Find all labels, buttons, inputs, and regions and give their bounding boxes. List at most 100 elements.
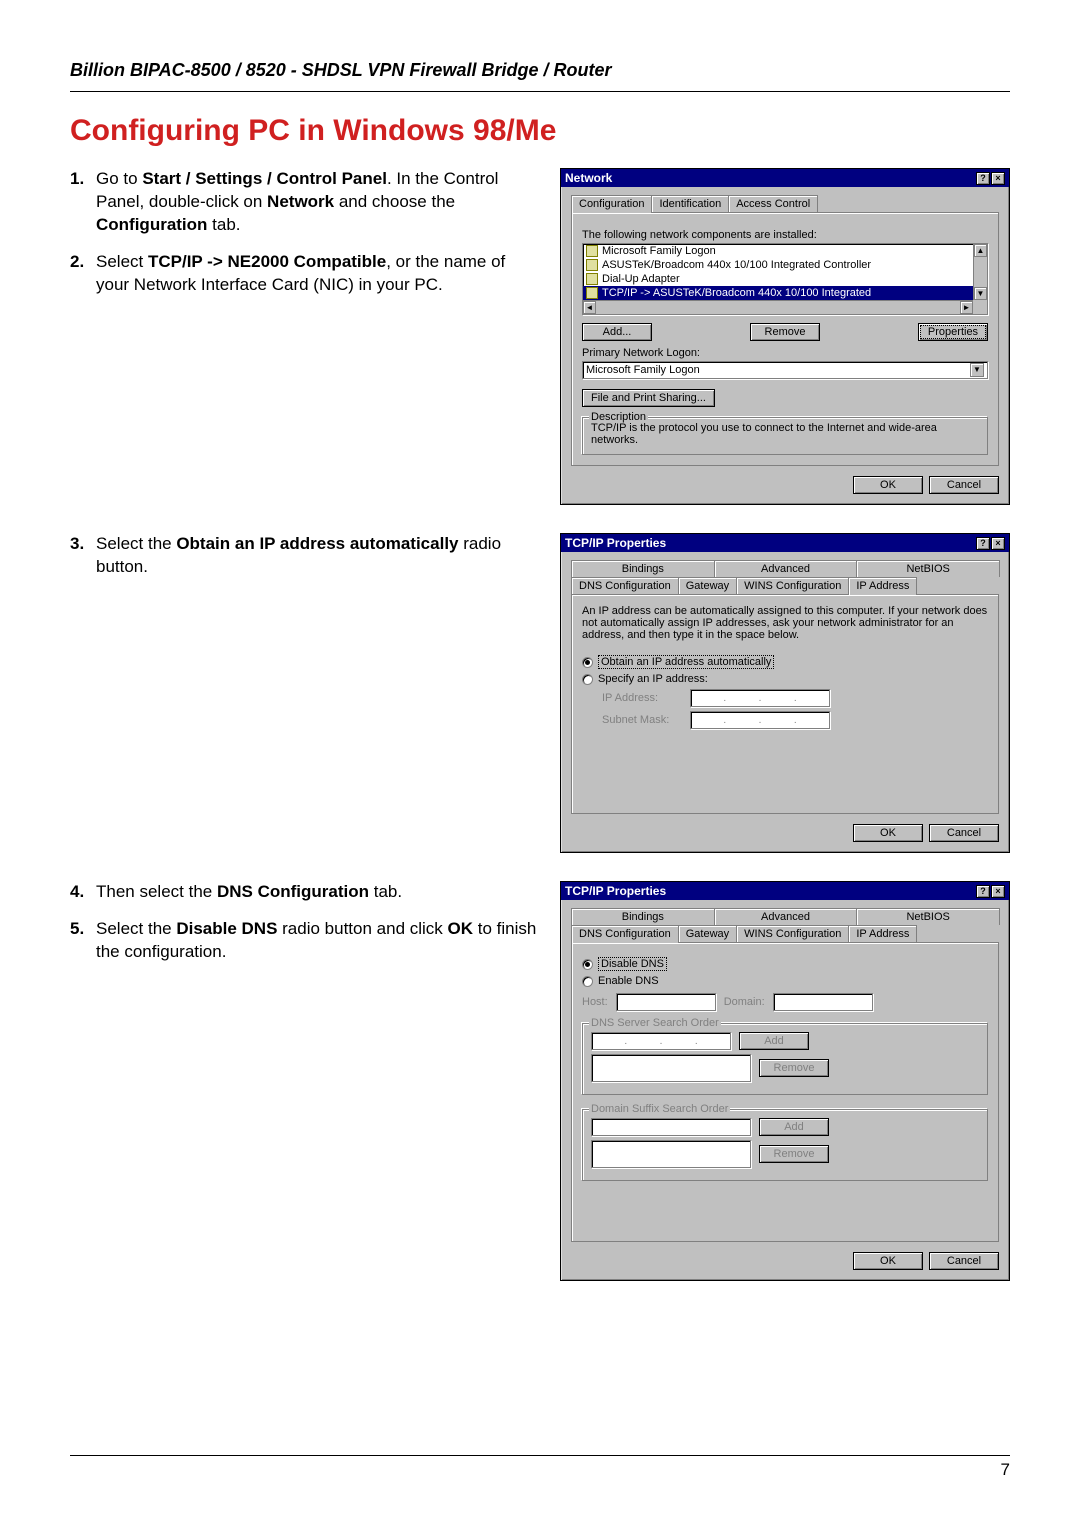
- help-icon[interactable]: ?: [976, 537, 990, 550]
- tcpip-dns-titlebar: TCP/IP Properties ? ×: [561, 882, 1009, 900]
- instructions-block-2: 3. Select the Obtain an IP address autom…: [70, 533, 540, 865]
- radio-off-icon: [582, 976, 593, 987]
- suffix-input: [591, 1118, 751, 1136]
- ip-address-input: ...: [690, 689, 830, 707]
- suffix-add-button: Add: [759, 1118, 829, 1136]
- dns-search-order-label: DNS Server Search Order: [589, 1017, 721, 1029]
- dns-list: [591, 1054, 751, 1082]
- domain-input: [773, 993, 873, 1011]
- scroll-left-icon[interactable]: ◄: [583, 301, 596, 314]
- installed-components-label: The following network components are ins…: [582, 229, 988, 241]
- chevron-down-icon[interactable]: ▼: [970, 363, 984, 377]
- close-icon[interactable]: ×: [991, 172, 1005, 185]
- scrollbar-vertical[interactable]: ▲▼: [973, 244, 987, 300]
- scroll-up-icon[interactable]: ▲: [974, 244, 987, 257]
- tab-ip-address[interactable]: IP Address: [848, 925, 917, 942]
- radio-obtain-auto[interactable]: Obtain an IP address automatically: [582, 655, 988, 669]
- domain-label: Domain:: [724, 996, 765, 1008]
- list-item: Microsoft Family Logon: [583, 244, 987, 258]
- components-list[interactable]: Microsoft Family Logon ASUSTeK/Broadcom …: [582, 243, 988, 315]
- list-item-selected: TCP/IP -> ASUSTeK/Broadcom 440x 10/100 I…: [583, 286, 987, 300]
- tab-netbios[interactable]: NetBIOS: [856, 908, 1000, 925]
- cancel-button[interactable]: Cancel: [929, 824, 999, 842]
- scroll-right-icon[interactable]: ►: [960, 301, 973, 314]
- add-button[interactable]: Add...: [582, 323, 652, 341]
- page-header: Billion BIPAC-8500 / 8520 - SHDSL VPN Fi…: [70, 60, 1010, 92]
- subnet-mask-label: Subnet Mask:: [602, 714, 682, 726]
- step-5: 5. Select the Disable DNS radio button a…: [70, 918, 540, 964]
- tab-bindings[interactable]: Bindings: [571, 908, 715, 925]
- tcpip-dialog-dns: TCP/IP Properties ? × Bindings Advanced …: [560, 881, 1010, 1281]
- tab-advanced[interactable]: Advanced: [714, 908, 858, 925]
- network-titlebar: Network ? ×: [561, 169, 1009, 187]
- radio-specify-ip[interactable]: Specify an IP address:: [582, 673, 988, 685]
- network-dialog: Network ? × Configuration Identification…: [560, 168, 1010, 505]
- tab-gateway[interactable]: Gateway: [678, 925, 737, 942]
- tab-wins-config[interactable]: WINS Configuration: [736, 577, 849, 594]
- page-number: 7: [1001, 1460, 1010, 1479]
- page-footer: 7: [70, 1455, 1010, 1480]
- close-icon[interactable]: ×: [991, 537, 1005, 550]
- step-4: 4. Then select the DNS Configuration tab…: [70, 881, 540, 904]
- suffix-remove-button: Remove: [759, 1145, 829, 1163]
- tab-bindings[interactable]: Bindings: [571, 560, 715, 577]
- tcpip-dns-title: TCP/IP Properties: [565, 884, 666, 898]
- primary-logon-label: Primary Network Logon:: [582, 347, 988, 359]
- suffix-list: [591, 1140, 751, 1168]
- ok-button[interactable]: OK: [853, 476, 923, 494]
- primary-logon-dropdown[interactable]: Microsoft Family Logon ▼: [582, 361, 988, 379]
- tab-advanced[interactable]: Advanced: [714, 560, 858, 577]
- domain-suffix-label: Domain Suffix Search Order: [589, 1103, 730, 1115]
- help-icon[interactable]: ?: [976, 885, 990, 898]
- list-item: Dial-Up Adapter: [583, 272, 987, 286]
- dns-ip-input: ...: [591, 1032, 731, 1050]
- tab-access-control[interactable]: Access Control: [728, 195, 818, 212]
- cancel-button[interactable]: Cancel: [929, 1252, 999, 1270]
- tab-identification[interactable]: Identification: [651, 195, 729, 212]
- properties-button[interactable]: Properties: [918, 323, 988, 341]
- scroll-down-icon[interactable]: ▼: [974, 287, 987, 300]
- ip-address-label: IP Address:: [602, 692, 682, 704]
- close-icon[interactable]: ×: [991, 885, 1005, 898]
- remove-button[interactable]: Remove: [750, 323, 820, 341]
- description-label: Description: [589, 411, 648, 423]
- help-icon[interactable]: ?: [976, 172, 990, 185]
- file-print-sharing-button[interactable]: File and Print Sharing...: [582, 389, 715, 407]
- tab-dns-config[interactable]: DNS Configuration: [571, 925, 679, 943]
- dns-add-button: Add: [739, 1032, 809, 1050]
- tab-ip-address[interactable]: IP Address: [848, 577, 917, 595]
- tab-gateway[interactable]: Gateway: [678, 577, 737, 594]
- tab-netbios[interactable]: NetBIOS: [856, 560, 1000, 577]
- component-icon: [586, 259, 598, 271]
- component-icon: [586, 245, 598, 257]
- radio-off-icon: [582, 674, 593, 685]
- instructions-block-1: 1. Go to Start / Settings / Control Pane…: [70, 168, 540, 517]
- step-1: 1. Go to Start / Settings / Control Pane…: [70, 168, 540, 237]
- tab-configuration[interactable]: Configuration: [571, 195, 652, 213]
- host-label: Host:: [582, 996, 608, 1008]
- radio-on-icon: [582, 657, 593, 668]
- list-item: ASUSTeK/Broadcom 440x 10/100 Integrated …: [583, 258, 987, 272]
- step-3: 3. Select the Obtain an IP address autom…: [70, 533, 540, 579]
- subnet-mask-input: ...: [690, 711, 830, 729]
- tcpip-title: TCP/IP Properties: [565, 536, 666, 550]
- ok-button[interactable]: OK: [853, 824, 923, 842]
- component-icon: [586, 273, 598, 285]
- radio-on-icon: [582, 959, 593, 970]
- tab-wins-config[interactable]: WINS Configuration: [736, 925, 849, 942]
- cancel-button[interactable]: Cancel: [929, 476, 999, 494]
- network-title: Network: [565, 171, 612, 185]
- tab-dns-config[interactable]: DNS Configuration: [571, 577, 679, 594]
- host-input: [616, 993, 716, 1011]
- instructions-block-3: 4. Then select the DNS Configuration tab…: [70, 881, 540, 1293]
- tcpip-titlebar: TCP/IP Properties ? ×: [561, 534, 1009, 552]
- dns-remove-button: Remove: [759, 1059, 829, 1077]
- step-2: 2. Select TCP/IP -> NE2000 Compatible, o…: [70, 251, 540, 297]
- ok-button[interactable]: OK: [853, 1252, 923, 1270]
- scrollbar-horizontal[interactable]: ◄►: [583, 300, 973, 314]
- radio-enable-dns[interactable]: Enable DNS: [582, 975, 988, 987]
- radio-disable-dns[interactable]: Disable DNS: [582, 957, 988, 971]
- description-text: TCP/IP is the protocol you use to connec…: [591, 422, 979, 446]
- component-icon: [586, 287, 598, 299]
- page-title: Configuring PC in Windows 98/Me: [70, 114, 1010, 148]
